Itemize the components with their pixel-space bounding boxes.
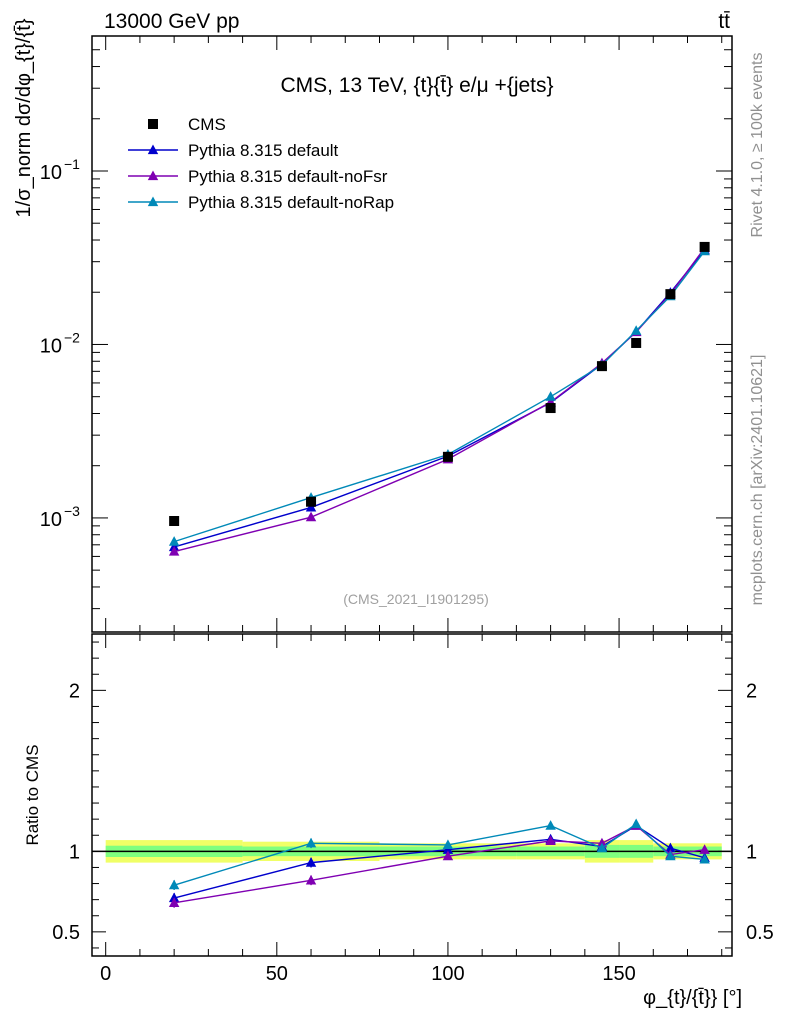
ratio-series-marker xyxy=(305,874,317,885)
source-label: mcplots.cern.ch [arXiv:2401.10621] xyxy=(749,355,766,606)
legend: CMS Pythia 8.315 default Pythia 8.315 defa… xyxy=(128,115,394,212)
cms-data-point xyxy=(665,289,676,300)
y-tick-exponent: −2 xyxy=(64,329,80,345)
y-tick-exponent: −1 xyxy=(64,156,80,172)
ratio-series-marker xyxy=(545,835,556,846)
rivet-version-label: Rivet 4.1.0, ≥ 100k events xyxy=(749,53,766,238)
ratio-series-marker xyxy=(168,892,180,903)
series-marker xyxy=(545,391,556,401)
ratio-series-marker xyxy=(699,853,710,864)
ratio-y-tick-label: 2 xyxy=(69,680,80,702)
plot-title: CMS, 13 TeV, {t}{t̄} e/μ +{jets} xyxy=(280,74,553,97)
y-tick-label: 10 xyxy=(40,509,62,531)
ratio-series-marker xyxy=(442,839,454,850)
ratio-y-tick-label-right: 0.5 xyxy=(746,922,774,944)
x-tick-label: 100 xyxy=(431,963,464,985)
ratio-series-line xyxy=(174,824,705,904)
ratio-series-marker xyxy=(596,837,608,848)
legend-label: Pythia 8.315 default xyxy=(188,141,339,160)
top-panel-frame xyxy=(91,35,733,633)
ratio-series-marker xyxy=(168,879,180,890)
legend-label: CMS xyxy=(188,115,226,134)
series-line xyxy=(173,247,706,553)
analysis-watermark: (CMS_2021_I1901295) xyxy=(343,591,489,607)
ratio-y-tick-label: 1 xyxy=(69,841,80,863)
ratio-y-axis-label: Ratio to CMS xyxy=(23,744,42,845)
series-marker xyxy=(305,511,317,522)
legend-label: Pythia 8.315 default-noFsr xyxy=(188,167,388,186)
legend-marker-square xyxy=(148,119,158,129)
cms-data-point xyxy=(545,403,556,414)
x-tick-label: 0 xyxy=(100,963,111,985)
y-tick-exponent: −3 xyxy=(64,503,80,519)
ratio-series-marker xyxy=(545,820,556,830)
cms-data-point xyxy=(442,451,453,462)
energy-label: 13000 GeV pp xyxy=(104,10,239,33)
ratio-series-marker xyxy=(168,897,180,907)
cms-data-point xyxy=(596,361,607,372)
x-axis-label: φ_{t}/{t̄}} [°] xyxy=(643,987,742,1009)
cms-data-point xyxy=(699,241,710,252)
ratio-series-line xyxy=(173,823,705,886)
top-y-axis-label: 1/σ_norm dσ/dφ_{t}/{t̄} xyxy=(13,18,35,217)
axis-ticks xyxy=(92,36,732,956)
ratio-panel-data xyxy=(168,818,710,908)
legend-marker-triangle xyxy=(147,144,159,155)
series-line xyxy=(173,250,706,543)
x-tick-label: 150 xyxy=(602,963,635,985)
ratio-series-marker xyxy=(442,850,454,861)
ratio-series-marker xyxy=(442,844,454,854)
cms-data-point xyxy=(169,516,180,527)
ratio-series-marker xyxy=(596,842,608,853)
ratio-panel-frame xyxy=(91,633,733,957)
ratio-series-marker xyxy=(305,837,317,848)
cms-data-point xyxy=(306,496,317,507)
ratio-series-marker xyxy=(665,850,676,861)
series-marker xyxy=(168,536,180,546)
series-marker xyxy=(168,546,180,556)
ratio-series-line xyxy=(173,824,705,899)
legend-marker-triangle xyxy=(147,196,159,207)
ratio-series-marker xyxy=(630,818,642,829)
legend-label: Pythia 8.315 default-noRap xyxy=(188,193,394,212)
cms-data-point xyxy=(631,337,642,348)
legend-marker-triangle xyxy=(147,170,159,181)
ratio-y-tick-label: 0.5 xyxy=(52,922,80,944)
ratio-series-marker xyxy=(699,844,710,854)
ratio-y-tick-label-right: 2 xyxy=(746,680,757,702)
series-line xyxy=(173,249,706,548)
y-tick-label: 10 xyxy=(40,335,62,357)
process-label: tt̄ xyxy=(718,10,730,33)
y-tick-label: 10 xyxy=(40,162,62,184)
ratio-y-tick-label-right: 1 xyxy=(746,841,757,863)
x-tick-label: 50 xyxy=(266,963,288,985)
series-marker xyxy=(630,325,642,335)
ratio-series-marker xyxy=(665,842,676,853)
top-panel-data xyxy=(168,241,710,556)
ratio-series-marker xyxy=(305,857,317,867)
